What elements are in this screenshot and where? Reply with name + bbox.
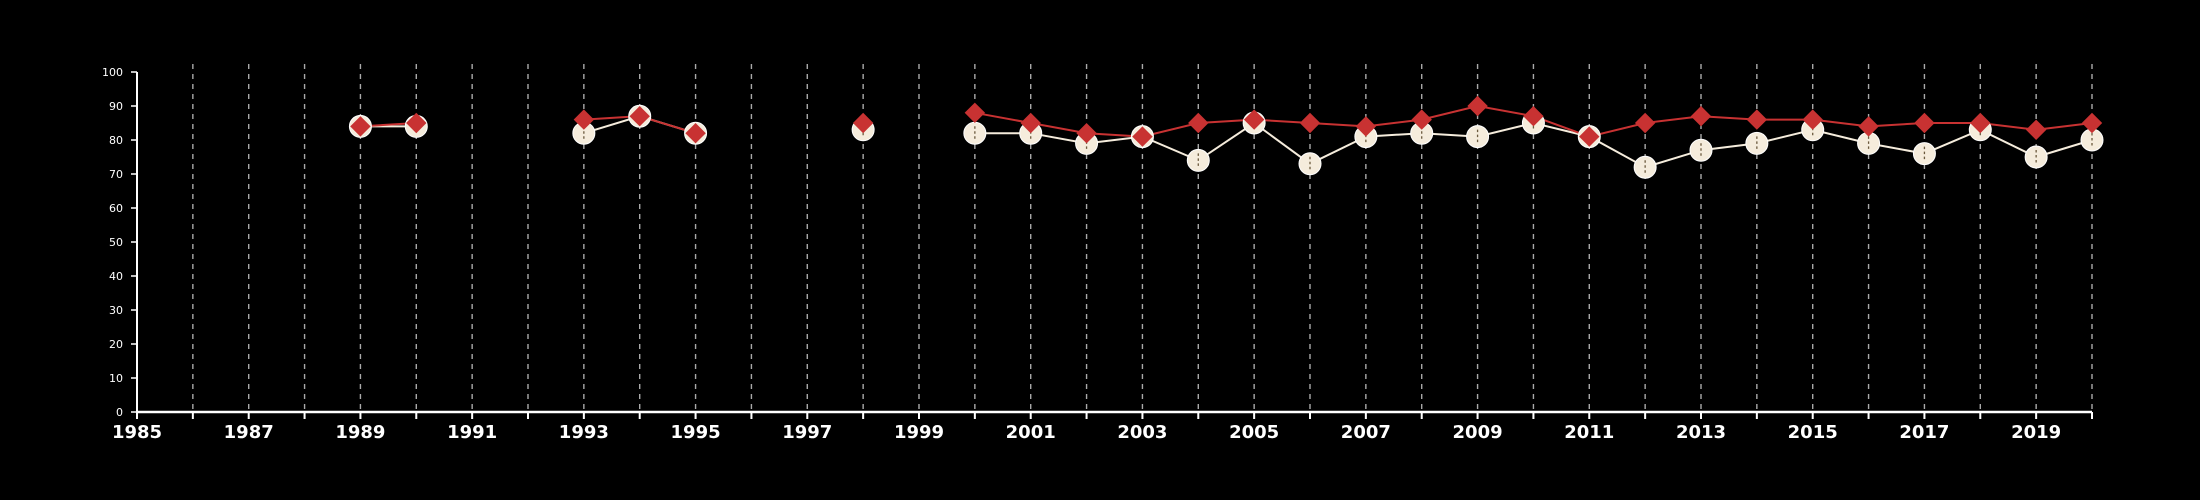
x-tick-label-1985: 1985 (112, 422, 162, 443)
x-tick-label-1993: 1993 (559, 422, 609, 443)
y-tick-label-70: 70 (109, 168, 123, 181)
circle-point-2014 (1745, 131, 1769, 155)
x-tick-label-1997: 1997 (782, 422, 832, 443)
diamond-marker-1994 (629, 105, 650, 127)
y-tick-label-20: 20 (109, 338, 123, 351)
diamond-marker-2016 (1858, 116, 1879, 137)
x-tick-label-1999: 1999 (894, 422, 944, 443)
diamond-marker-2003 (1132, 126, 1153, 147)
y-tick-label-0: 0 (116, 406, 123, 419)
circle-point-2017 (1912, 142, 1936, 166)
circle-point-2000 (963, 121, 987, 145)
diamond-marker-2015 (1802, 109, 1823, 130)
y-tick-label-40: 40 (109, 270, 123, 283)
x-tick-label-1995: 1995 (671, 422, 721, 443)
circle-point-2020 (2080, 128, 2104, 152)
circle-point-2013 (1689, 138, 1713, 162)
series-layer (348, 95, 2104, 179)
diamond-marker-2007 (1355, 116, 1377, 137)
series-markers (348, 95, 2104, 179)
diamond-marker-2011 (1579, 126, 1600, 147)
circle-point-2019 (2024, 145, 2048, 169)
diamond-marker-1993 (573, 109, 595, 130)
diamond-marker-2019 (2025, 119, 2047, 141)
diamond-marker-2014 (1746, 109, 1768, 130)
series-lines (360, 104, 2093, 169)
diamond-marker-1990 (406, 112, 427, 134)
y-tick-label-80: 80 (109, 134, 123, 147)
diamond-marker-2004 (1188, 112, 1209, 134)
y-tick-label-100: 100 (102, 66, 123, 79)
diamond-marker-2006 (1299, 112, 1321, 134)
diamond-marker-2005 (1243, 109, 1265, 130)
y-tick-label-60: 60 (109, 202, 123, 215)
diamond-marker-2000 (964, 102, 986, 124)
x-tick-label-2007: 2007 (1341, 422, 1391, 443)
diamond-marker-1989 (350, 116, 371, 137)
diamond-marker-2020 (2081, 112, 2103, 134)
x-tick-label-2015: 2015 (1788, 422, 1838, 443)
vertical-gridlines (192, 64, 2093, 412)
diamond-marker-2012 (1634, 112, 1656, 134)
diamond-marker-2010 (1523, 105, 1544, 127)
x-tick-label-2017: 2017 (1899, 422, 1949, 443)
x-tick-label-2009: 2009 (1453, 422, 1503, 443)
diamond-marker-2002 (1076, 122, 1097, 144)
x-tick-label-1989: 1989 (335, 422, 385, 443)
circle-point-2009 (1466, 125, 1490, 149)
axes: 0 10 20 30 40 50 60 70 80 90 100 1985 1987 1989 1991 19… (102, 66, 2093, 443)
x-tick-label-2019: 2019 (2011, 422, 2061, 443)
y-tick-label-10: 10 (109, 372, 123, 385)
x-tick-label-1987: 1987 (224, 422, 274, 443)
diamond-marker-2001 (1020, 112, 1041, 134)
diamond-marker-1995 (685, 122, 706, 144)
y-tick-label-50: 50 (109, 236, 123, 249)
x-tick-label-2003: 2003 (1117, 422, 1167, 443)
x-tick-label-2013: 2013 (1676, 422, 1726, 443)
x-tick-label-2001: 2001 (1006, 422, 1056, 443)
diamond-marker-1998 (852, 112, 874, 134)
y-tick-label-30: 30 (109, 304, 123, 317)
diamond-marker-2018 (1970, 112, 1991, 134)
x-tick-label-1991: 1991 (447, 422, 497, 443)
diamond-marker-2013 (1690, 105, 1712, 127)
diamond-marker-2017 (1914, 112, 1935, 134)
x-tick-label-2005: 2005 (1229, 422, 1279, 443)
diamond-marker-2008 (1411, 109, 1432, 130)
x-tick-label-2011: 2011 (1564, 422, 1614, 443)
circle-point-2006 (1298, 152, 1322, 176)
circle-point-2012 (1633, 155, 1657, 179)
circle-point-2004 (1186, 148, 1210, 172)
y-tick-label-90: 90 (109, 100, 123, 113)
diamond-marker-2009 (1467, 95, 1488, 117)
